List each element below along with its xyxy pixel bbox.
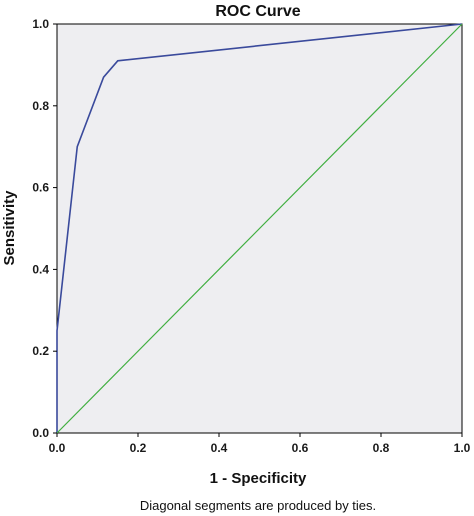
chart-title: ROC Curve bbox=[215, 3, 300, 20]
ticks-layer: 0.0 0.2 0.4 0.6 0.8 1.0 0.0 0.2 0.4 0.6 0.8 1.0 bbox=[32, 17, 470, 455]
x-tick-label: 0.6 bbox=[292, 441, 309, 455]
y-tick-label: 0.6 bbox=[32, 181, 49, 195]
x-tick-label: 0.8 bbox=[373, 441, 390, 455]
x-tick-label: 1.0 bbox=[454, 441, 471, 455]
x-tick-label: 0.0 bbox=[49, 441, 66, 455]
x-axis-title: 1 - Specificity bbox=[210, 470, 307, 487]
y-tick-label: 1.0 bbox=[32, 17, 49, 31]
reference-diagonal-line bbox=[56, 23, 463, 434]
y-tick-label: 0.8 bbox=[32, 99, 49, 113]
x-tick-label: 0.2 bbox=[130, 441, 147, 455]
y-tick-label: 0.4 bbox=[32, 262, 49, 276]
x-tick-label: 0.4 bbox=[211, 441, 228, 455]
series-layer bbox=[56, 23, 463, 434]
y-tick-label: 0.0 bbox=[32, 426, 49, 440]
footnote: Diagonal segments are produced by ties. bbox=[140, 498, 376, 513]
roc-curve-line bbox=[56, 23, 463, 433]
y-axis-title: Sensitivity bbox=[1, 190, 18, 266]
y-tick-label: 0.2 bbox=[32, 344, 49, 358]
